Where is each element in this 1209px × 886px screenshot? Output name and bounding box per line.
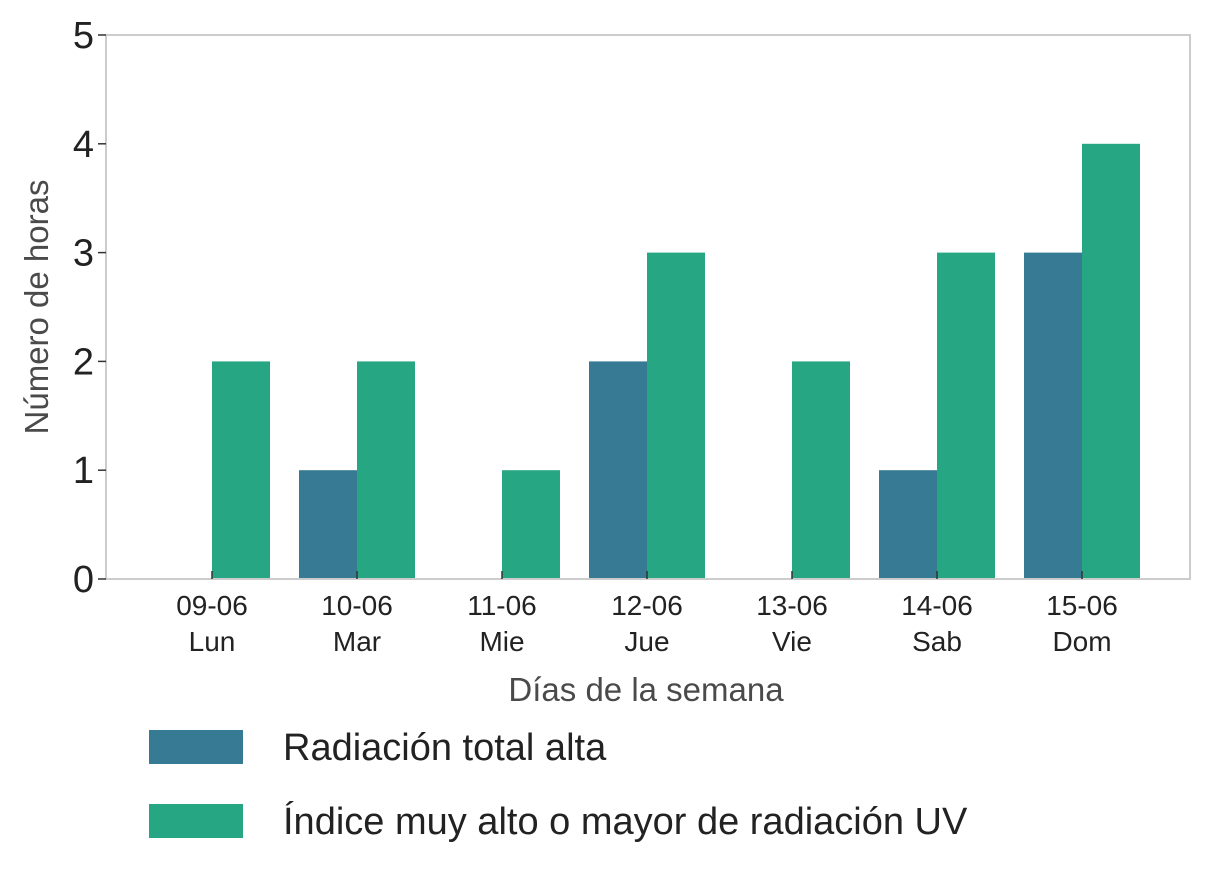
x-tick-label-date: 11-06 <box>467 590 537 621</box>
x-tick-label-day: Lun <box>189 626 236 657</box>
bar-indice-uv-vie <box>792 361 850 579</box>
x-tick-label-day: Dom <box>1052 626 1111 657</box>
bar-radiacion-total-sab <box>879 470 937 579</box>
x-tick-label-day: Vie <box>772 626 812 657</box>
legend: Radiación total alta Índice muy alto o ma… <box>149 727 968 843</box>
x-axis-title: Días de la semana <box>508 671 784 708</box>
legend-swatch-radiacion-total <box>149 730 243 764</box>
legend-label-indice-uv: Índice muy alto o mayor de radiación UV <box>283 800 968 843</box>
x-tick-label-date: 15-06 <box>1046 590 1118 621</box>
y-tick-label: 3 <box>73 233 94 275</box>
x-tick-label-date: 14-06 <box>901 590 973 621</box>
x-tick-label-date: 13-06 <box>756 590 828 621</box>
x-tick-label-day: Mar <box>333 626 381 657</box>
y-tick-label: 2 <box>73 341 94 383</box>
bar-indice-uv-jue <box>647 252 705 579</box>
plot-frame <box>105 34 1191 580</box>
y-tick-label: 0 <box>73 559 94 601</box>
x-tick-label-day: Sab <box>912 626 962 657</box>
bar-radiacion-total-dom <box>1024 252 1082 579</box>
y-axis-title: Número de horas <box>18 180 55 435</box>
bar-indice-uv-dom <box>1082 143 1140 580</box>
legend-swatch-indice-uv <box>149 804 243 838</box>
x-tick-label-day: Jue <box>624 626 669 657</box>
legend-label-radiacion-total: Radiación total alta <box>283 727 607 769</box>
bar-indice-uv-mie <box>502 470 560 579</box>
bar-radiacion-total-jue <box>589 361 647 579</box>
bars-layer <box>212 143 1140 580</box>
bar-radiacion-total-mar <box>299 470 357 579</box>
bar-indice-uv-mar <box>357 361 415 579</box>
x-tick-label-date: 09-06 <box>176 590 248 621</box>
y-tick-label: 4 <box>73 124 94 166</box>
y-tick-label: 5 <box>73 15 94 57</box>
x-tick-label-date: 12-06 <box>611 590 683 621</box>
bar-indice-uv-sab <box>937 252 995 579</box>
y-tick-label: 1 <box>73 450 94 492</box>
bar-indice-uv-lun <box>212 361 270 579</box>
x-tick-label-day: Mie <box>479 626 524 657</box>
x-tick-label-date: 10-06 <box>321 590 393 621</box>
ticks-layer: 0 1 2 3 4 5 09-06 Lun 10-06 Mar 11-06 Mie 12-06 Jue 13… <box>73 15 1118 657</box>
